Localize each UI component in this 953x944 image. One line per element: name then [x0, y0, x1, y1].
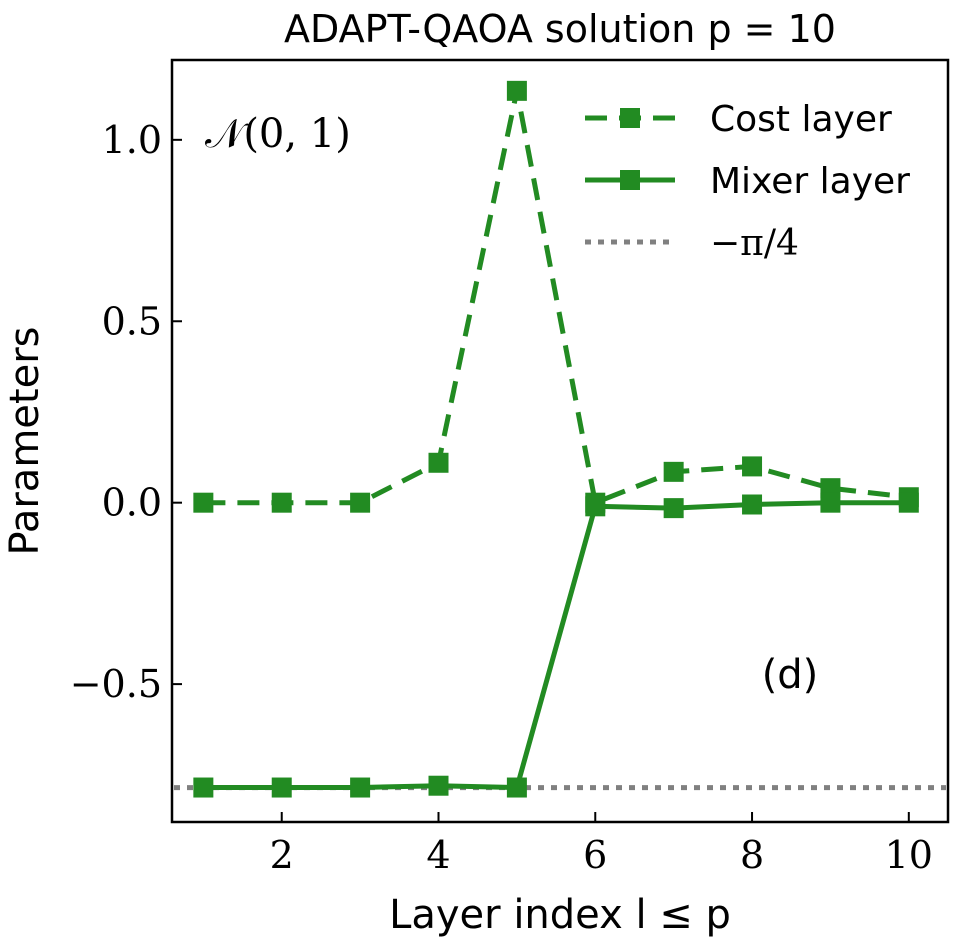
mixer-layer-point: [898, 492, 919, 513]
legend-label: −π/4: [710, 223, 799, 264]
x-tick-label: 8: [740, 833, 764, 877]
mixer-layer-point: [428, 775, 449, 796]
plot-frame: [170, 58, 950, 824]
mixer-layer-line: [203, 500, 909, 790]
x-tick-label: 10: [885, 833, 933, 877]
mixer-layer-point: [663, 498, 684, 519]
cost-layer-point: [428, 452, 449, 473]
x-tick-label: 2: [270, 833, 294, 877]
cost-layer-point: [350, 492, 371, 513]
y-axis-label: Parameters: [2, 327, 48, 556]
legend-label: Cost layer: [710, 99, 892, 140]
series-layer: [193, 80, 919, 798]
cost-layer-point: [193, 492, 214, 513]
mixer-layer-point: [742, 494, 763, 515]
y-axis-ticks: 1.0 0.5 0.0 −0.5: [70, 118, 182, 706]
chart-title: ADAPT-QAOA solution p = 10: [284, 7, 836, 51]
panel-label: (d): [762, 652, 819, 698]
cost-layer-line: [203, 88, 910, 506]
x-tick-label: 6: [583, 833, 607, 877]
legend-label: Mixer layer: [710, 161, 910, 202]
y-tick-label: −0.5: [70, 662, 162, 706]
mixer-layer-point: [350, 777, 371, 798]
legend-marker: [620, 108, 640, 128]
mixer-layer-point: [506, 777, 527, 798]
mixer-layer-point: [271, 777, 292, 798]
cost-layer-point: [271, 492, 292, 513]
cost-layer-point: [742, 456, 763, 477]
y-tick-label: 0.5: [102, 299, 162, 343]
legend: Cost layer Mixer layer −π/4: [585, 99, 910, 264]
x-axis-ticks: 2 4 6 8 10: [270, 812, 933, 877]
y-tick-label: 1.0: [102, 118, 162, 162]
cost-layer-point: [663, 461, 684, 482]
mixer-layer-point: [193, 777, 214, 798]
distribution-label: 𝒩(0, 1): [205, 111, 351, 157]
x-axis-label: Layer index l ≤ p: [389, 892, 731, 938]
mixer-layer-point: [585, 496, 606, 517]
legend-marker: [620, 170, 640, 190]
y-tick-label: 0.0: [102, 481, 162, 525]
mixer-layer-point: [820, 492, 841, 513]
x-tick-label: 4: [426, 833, 450, 877]
cost-layer-point: [506, 80, 527, 101]
